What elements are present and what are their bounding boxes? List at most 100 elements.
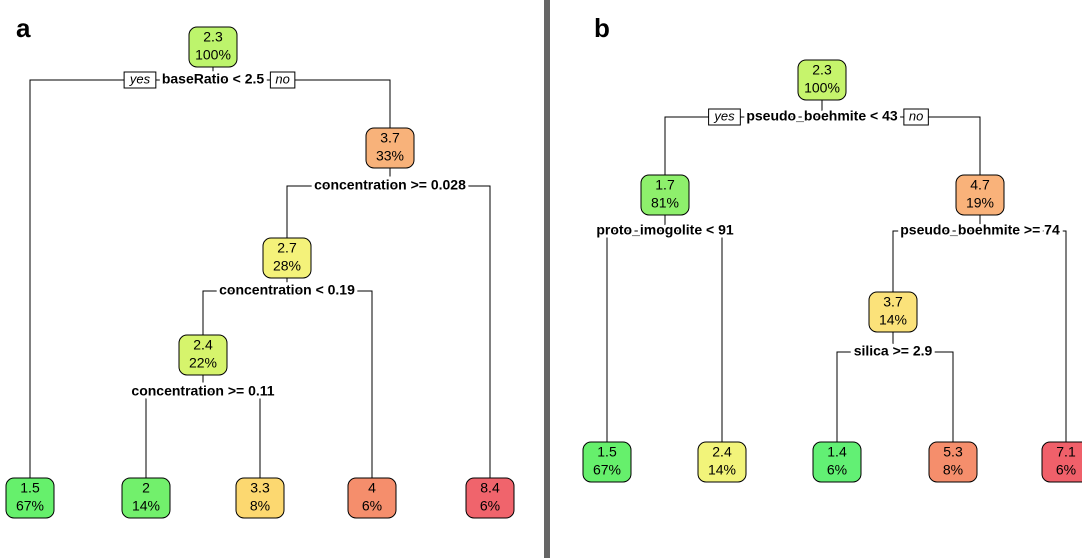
no-box — [903, 108, 929, 126]
node-value: 1.4 — [827, 444, 847, 460]
tree-node: 3.38% — [235, 477, 285, 519]
tree-node: 2.422% — [178, 334, 228, 376]
node-share: 14% — [708, 462, 736, 478]
tree: pseudo_boehmite < 43 yes no proto_imogolite… — [582, 59, 1082, 483]
node-share: 6% — [362, 498, 382, 514]
node-value: 1.5 — [20, 480, 40, 496]
tree: baseRatio < 2.5 yes no concentration >= 0.0… — [5, 26, 515, 519]
node-value: 3.7 — [883, 294, 903, 310]
node-box — [347, 477, 397, 519]
split-label: pseudo_boehmite < 43 — [746, 108, 898, 124]
tree-node: 1.781% — [640, 174, 690, 216]
node-share: 33% — [376, 148, 404, 164]
node-value: 5.3 — [943, 444, 963, 460]
node-share: 67% — [16, 498, 44, 514]
node-box — [1041, 441, 1082, 483]
node-box — [812, 441, 862, 483]
panel-label: a — [16, 13, 31, 43]
node-value: 4.7 — [970, 177, 990, 193]
node-share: 6% — [480, 498, 500, 514]
node-share: 81% — [651, 195, 679, 211]
node-box — [868, 291, 918, 333]
no-tag: no — [903, 108, 929, 126]
split-label: baseRatio < 2.5 — [162, 71, 265, 87]
node-value: 2.3 — [812, 62, 832, 78]
edge — [286, 185, 491, 478]
node-box — [5, 477, 55, 519]
divider — [544, 0, 550, 558]
node-value: 8.4 — [480, 480, 500, 496]
edge — [892, 230, 1067, 442]
node-share: 14% — [879, 312, 907, 328]
yes-box — [123, 71, 157, 89]
node-box — [365, 127, 415, 169]
node-box — [797, 59, 847, 101]
node-box — [955, 174, 1005, 216]
tree-node: 46% — [347, 477, 397, 519]
node-box — [928, 441, 978, 483]
yes-box — [708, 108, 741, 126]
node-value: 1.5 — [597, 444, 617, 460]
node-share: 28% — [273, 258, 301, 274]
node-value: 2 — [142, 480, 150, 496]
node-value: 2.4 — [193, 337, 213, 353]
edge — [664, 116, 981, 175]
split-label: silica >= 2.9 — [854, 343, 933, 359]
tree-node: 214% — [121, 477, 171, 519]
node-share: 67% — [593, 462, 621, 478]
tree-node: 2.728% — [262, 237, 312, 279]
panel-label: b — [594, 13, 610, 43]
split-label: proto_imogolite < 91 — [596, 222, 734, 238]
node-box — [235, 477, 285, 519]
node-share: 6% — [1056, 462, 1076, 478]
node-value: 2.4 — [712, 444, 732, 460]
node-box — [262, 237, 312, 279]
tree-node: 5.38% — [928, 441, 978, 483]
node-share: 22% — [189, 355, 217, 371]
node-box — [465, 477, 515, 519]
node-value: 4 — [368, 480, 376, 496]
node-share: 100% — [195, 47, 231, 63]
node-share: 14% — [132, 498, 160, 514]
tree-node: 4.719% — [955, 174, 1005, 216]
tree-node: 7.16% — [1041, 441, 1082, 483]
node-box — [188, 26, 238, 68]
node-box — [640, 174, 690, 216]
no-box — [269, 71, 296, 89]
no-label: no — [275, 71, 289, 86]
split-label: pseudo_boehmite >= 74 — [900, 222, 1060, 238]
node-share: 19% — [966, 195, 994, 211]
node-value: 2.3 — [203, 29, 223, 45]
tree-node: 2.3 100% — [188, 26, 238, 68]
node-share: 100% — [804, 80, 840, 96]
edge — [145, 391, 261, 478]
no-label: no — [909, 108, 923, 123]
tree-node: 3.733% — [365, 127, 415, 169]
tree-node: 1.46% — [812, 441, 862, 483]
tree-node: 2.3 100% — [797, 59, 847, 101]
tree-node: 3.714% — [868, 291, 918, 333]
tree-node: 8.46% — [465, 477, 515, 519]
edge — [606, 230, 723, 442]
node-share: 8% — [250, 498, 270, 514]
node-share: 8% — [943, 462, 963, 478]
yes-tag: yes — [123, 71, 157, 89]
edge — [29, 79, 391, 478]
split-label: concentration >= 0.11 — [131, 383, 274, 399]
yes-label: yes — [713, 108, 735, 123]
node-box — [178, 334, 228, 376]
node-box — [697, 441, 747, 483]
node-value: 2.7 — [277, 240, 297, 256]
node-value: 7.1 — [1056, 444, 1076, 460]
tree-node: 1.567% — [5, 477, 55, 519]
no-tag: no — [269, 71, 296, 89]
node-value: 3.3 — [250, 480, 270, 496]
yes-label: yes — [129, 71, 151, 86]
node-share: 6% — [827, 462, 847, 478]
tree-node: 2.414% — [697, 441, 747, 483]
split-label: concentration < 0.19 — [219, 282, 355, 298]
edge — [202, 290, 373, 478]
node-box — [582, 441, 632, 483]
